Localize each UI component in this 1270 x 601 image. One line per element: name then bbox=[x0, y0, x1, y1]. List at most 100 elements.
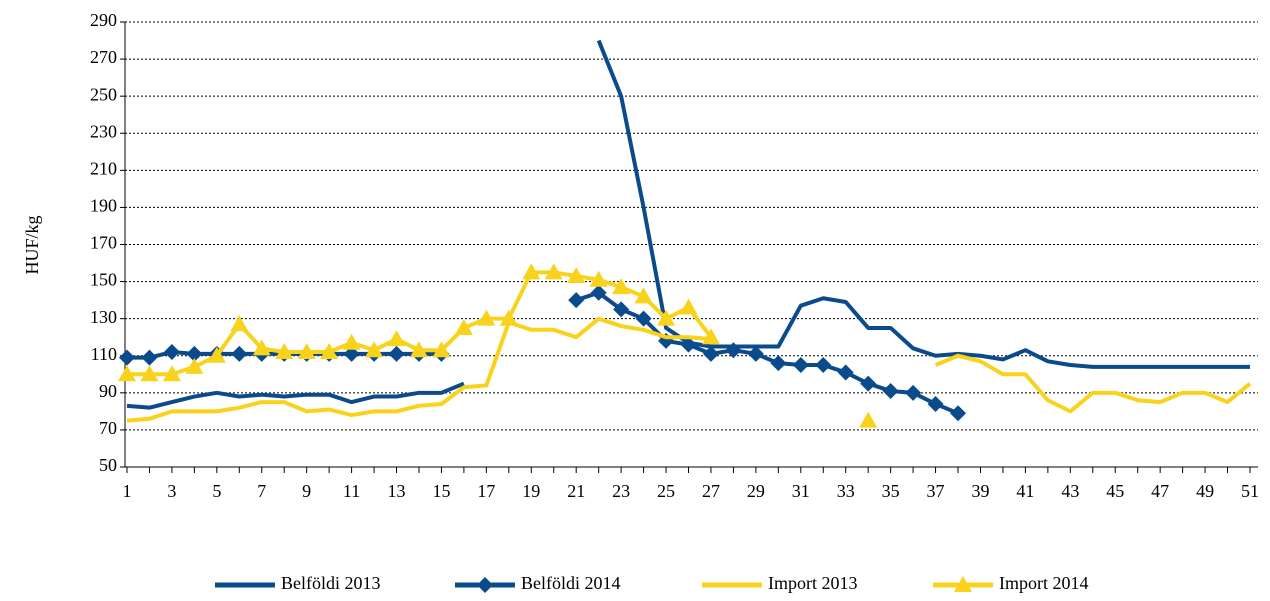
diamond-marker bbox=[477, 577, 493, 593]
y-tick-label: 210 bbox=[90, 158, 117, 178]
triangle-marker bbox=[162, 365, 181, 382]
triangle-marker bbox=[454, 318, 473, 335]
x-tick-label: 29 bbox=[747, 481, 765, 501]
y-tick-label: 110 bbox=[91, 344, 117, 364]
x-tick-label: 37 bbox=[927, 481, 945, 501]
x-tick-label: 49 bbox=[1196, 481, 1214, 501]
legend-label: Belföldi 2013 bbox=[281, 573, 381, 593]
triangle-marker bbox=[275, 343, 294, 360]
triangle-marker bbox=[342, 333, 361, 350]
x-tick-label: 31 bbox=[792, 481, 810, 501]
diamond-marker bbox=[231, 345, 248, 362]
x-tick-label: 27 bbox=[702, 481, 720, 501]
y-axis-label: HUF/kg bbox=[22, 215, 42, 274]
x-tick-label: 7 bbox=[257, 481, 266, 501]
diamond-marker bbox=[702, 345, 719, 362]
triangle-marker bbox=[859, 411, 878, 428]
diamond-marker bbox=[635, 310, 652, 327]
x-tick-label: 41 bbox=[1016, 481, 1034, 501]
diamond-marker bbox=[882, 382, 899, 399]
triangle-marker bbox=[477, 309, 496, 326]
series-line bbox=[126, 316, 712, 423]
diamond-marker bbox=[837, 364, 854, 381]
x-tick-label: 35 bbox=[882, 481, 900, 501]
y-tick-label: 130 bbox=[90, 307, 117, 327]
x-tick-label: 17 bbox=[477, 481, 495, 501]
diamond-marker bbox=[905, 384, 922, 401]
triangle-marker bbox=[230, 315, 249, 332]
x-tick-label: 11 bbox=[343, 481, 360, 501]
diamond-marker bbox=[927, 395, 944, 412]
diamond-marker bbox=[388, 345, 405, 362]
triangle-marker bbox=[387, 330, 406, 347]
triangle-marker bbox=[320, 343, 339, 360]
triangle-marker bbox=[207, 346, 226, 363]
y-tick-label: 90 bbox=[99, 381, 117, 401]
x-tick-label: 47 bbox=[1151, 481, 1169, 501]
triangle-marker bbox=[140, 365, 159, 382]
diamond-marker bbox=[725, 342, 742, 359]
y-tick-label: 190 bbox=[90, 196, 117, 216]
diamond-marker bbox=[950, 405, 967, 422]
triangle-marker bbox=[634, 287, 653, 304]
series-line bbox=[596, 39, 1250, 369]
diamond-marker bbox=[860, 375, 877, 392]
diamond-marker bbox=[186, 345, 203, 362]
x-tick-label: 21 bbox=[567, 481, 585, 501]
y-tick-label: 230 bbox=[90, 121, 117, 141]
y-tick-label: 170 bbox=[90, 233, 117, 253]
diamond-marker bbox=[770, 355, 787, 372]
diamond-marker bbox=[163, 344, 180, 361]
y-tick-label: 150 bbox=[90, 270, 117, 290]
triangle-marker bbox=[522, 263, 541, 280]
triangle-marker bbox=[409, 341, 428, 358]
triangle-marker bbox=[954, 576, 972, 592]
triangle-marker bbox=[657, 309, 676, 326]
x-tick-label: 3 bbox=[167, 481, 176, 501]
x-tick-label: 33 bbox=[837, 481, 855, 501]
diamond-marker bbox=[680, 336, 697, 353]
diamond-marker bbox=[343, 345, 360, 362]
triangle-marker bbox=[499, 309, 518, 326]
triangle-marker bbox=[365, 341, 384, 358]
x-tick-label: 43 bbox=[1061, 481, 1079, 501]
y-tick-label: 270 bbox=[90, 47, 117, 67]
x-tick-label: 9 bbox=[302, 481, 311, 501]
triangle-marker bbox=[297, 343, 316, 360]
x-tick-label: 23 bbox=[612, 481, 630, 501]
diamond-marker bbox=[613, 301, 630, 318]
x-tick-label: 45 bbox=[1106, 481, 1124, 501]
triangle-marker bbox=[544, 263, 563, 280]
y-tick-label: 70 bbox=[99, 418, 117, 438]
triangle-marker bbox=[118, 365, 136, 382]
triangle-marker bbox=[432, 341, 451, 358]
diamond-marker bbox=[141, 349, 158, 366]
legend-label: Import 2014 bbox=[999, 573, 1089, 593]
y-tick-label: 250 bbox=[90, 84, 117, 104]
y-tick-label: 50 bbox=[99, 455, 117, 475]
triangle-marker bbox=[185, 357, 204, 374]
x-tick-label: 19 bbox=[522, 481, 540, 501]
x-tick-label: 15 bbox=[432, 481, 450, 501]
triangle-marker bbox=[252, 339, 271, 356]
diamond-marker bbox=[119, 349, 135, 366]
diamond-marker bbox=[747, 345, 764, 362]
triangle-marker bbox=[679, 298, 698, 315]
x-tick-label: 13 bbox=[388, 481, 406, 501]
triangle-marker bbox=[612, 278, 631, 295]
x-tick-label: 1 bbox=[123, 481, 132, 501]
y-tick-label: 290 bbox=[90, 10, 117, 30]
diamond-marker bbox=[590, 284, 607, 301]
series-line bbox=[934, 353, 1252, 414]
legend-label: Import 2013 bbox=[768, 573, 858, 593]
x-tick-label: 5 bbox=[212, 481, 221, 501]
legend-label: Belföldi 2014 bbox=[521, 573, 621, 593]
triangle-marker bbox=[567, 267, 586, 284]
x-tick-label: 39 bbox=[971, 481, 989, 501]
x-tick-label: 51 bbox=[1241, 481, 1259, 501]
diamond-marker bbox=[815, 357, 832, 374]
diamond-marker bbox=[568, 292, 585, 309]
series-line bbox=[575, 290, 959, 416]
triangle-marker bbox=[589, 270, 608, 287]
